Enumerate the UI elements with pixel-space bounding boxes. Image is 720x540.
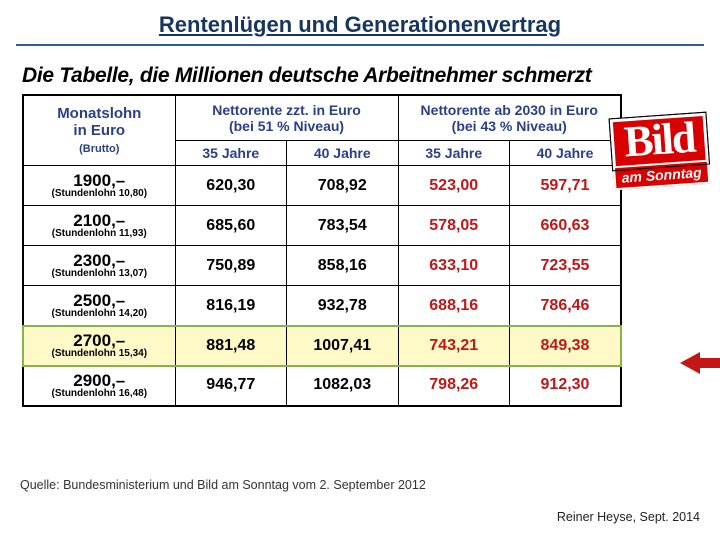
cell-51-35: 946,77: [175, 366, 286, 406]
hdr-43-1: Nettorente ab 2030 in Euro: [421, 102, 598, 118]
cell-51-40: 1007,41: [287, 326, 398, 366]
hdr-wage-1: Monatslohn: [57, 105, 141, 122]
hdr-43-2: (bei 43 % Niveau): [452, 118, 567, 134]
cell-51-35: 750,89: [175, 246, 286, 286]
col-sub-43-35: 35 Jahre: [398, 141, 509, 166]
table-body: 1900,–(Stundenlohn 10,80)620,30708,92523…: [23, 166, 621, 406]
table-row: 2500,–(Stundenlohn 14,20)816,19932,78688…: [23, 286, 621, 326]
cell-43-40: 849,38: [509, 326, 621, 366]
hdr-wage-3: (Brutto): [79, 143, 119, 155]
col-sub-43-40: 40 Jahre: [509, 141, 621, 166]
hdr-51-1: Nettorente zzt. in Euro: [212, 102, 361, 118]
cell-51-35: 685,60: [175, 206, 286, 246]
table-row: 2700,–(Stundenlohn 15,34)881,481007,4174…: [23, 326, 621, 366]
table-container: Monatslohn in Euro (Brutto) Nettorente z…: [22, 94, 698, 407]
cell-51-35: 881,48: [175, 326, 286, 366]
table-row: 2100,–(Stundenlohn 11,93)685,60783,54578…: [23, 206, 621, 246]
col-sub-51-40: 40 Jahre: [287, 141, 398, 166]
cell-43-40: 597,71: [509, 166, 621, 206]
cell-43-40: 912,30: [509, 366, 621, 406]
cell-51-40: 783,54: [287, 206, 398, 246]
cell-51-40: 858,16: [287, 246, 398, 286]
col-sub-51-35: 35 Jahre: [175, 141, 286, 166]
footer-author: Reiner Heyse, Sept. 2014: [557, 510, 700, 524]
cell-43-35: 523,00: [398, 166, 509, 206]
cell-wage: 2900,–(Stundenlohn 16,48): [23, 366, 175, 406]
cell-43-35: 633,10: [398, 246, 509, 286]
table-headline: Die Tabelle, die Millionen deutsche Arbe…: [22, 64, 698, 88]
cell-wage: 2500,–(Stundenlohn 14,20): [23, 286, 175, 326]
table-row: 2300,–(Stundenlohn 13,07)750,89858,16633…: [23, 246, 621, 286]
highlight-arrow-icon: [680, 350, 720, 376]
cell-51-35: 620,30: [175, 166, 286, 206]
col-header-43: Nettorente ab 2030 in Euro (bei 43 % Niv…: [398, 95, 621, 141]
cell-43-35: 578,05: [398, 206, 509, 246]
cell-wage: 2700,–(Stundenlohn 15,34): [23, 326, 175, 366]
cell-51-40: 708,92: [287, 166, 398, 206]
cell-43-40: 723,55: [509, 246, 621, 286]
cell-43-35: 688,16: [398, 286, 509, 326]
slide-title: Rentenlügen und Generationenvertrag: [16, 0, 704, 46]
table-row: 2900,–(Stundenlohn 16,48)946,771082,0379…: [23, 366, 621, 406]
cell-wage: 1900,–(Stundenlohn 10,80): [23, 166, 175, 206]
cell-43-40: 660,63: [509, 206, 621, 246]
bild-logo: Bild am Sonntag: [610, 113, 711, 191]
cell-wage: 2300,–(Stundenlohn 13,07): [23, 246, 175, 286]
col-header-51: Nettorente zzt. in Euro (bei 51 % Niveau…: [175, 95, 398, 141]
hdr-51-2: (bei 51 % Niveau): [229, 118, 344, 134]
cell-51-40: 932,78: [287, 286, 398, 326]
cell-43-35: 743,21: [398, 326, 509, 366]
source-citation: Quelle: Bundesministerium und Bild am So…: [20, 478, 426, 492]
pension-table: Monatslohn in Euro (Brutto) Nettorente z…: [22, 94, 622, 407]
hdr-wage-2: in Euro: [73, 122, 125, 139]
cell-43-35: 798,26: [398, 366, 509, 406]
cell-51-35: 816,19: [175, 286, 286, 326]
col-header-wage: Monatslohn in Euro (Brutto): [23, 95, 175, 166]
cell-51-40: 1082,03: [287, 366, 398, 406]
cell-43-40: 786,46: [509, 286, 621, 326]
cell-wage: 2100,–(Stundenlohn 11,93): [23, 206, 175, 246]
table-row: 1900,–(Stundenlohn 10,80)620,30708,92523…: [23, 166, 621, 206]
